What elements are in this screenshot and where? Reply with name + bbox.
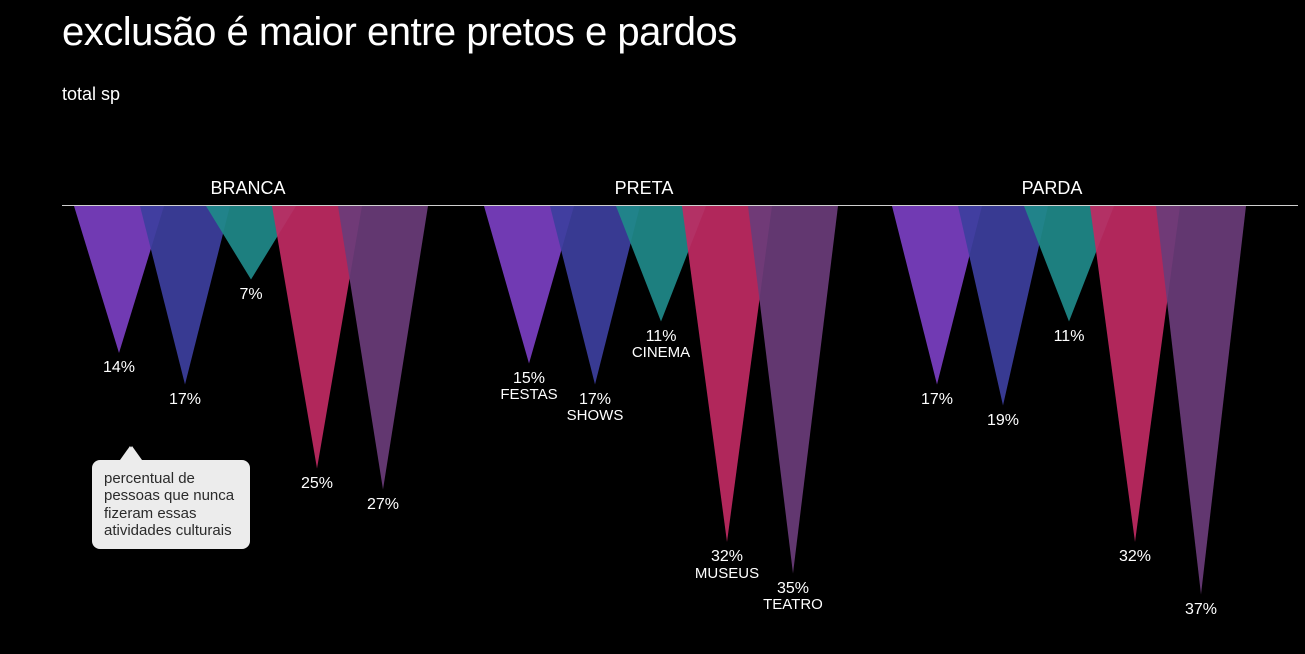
group-label: BRANCA — [210, 178, 285, 199]
value-percent: 19% — [958, 412, 1048, 430]
triangle-teatro — [338, 206, 428, 490]
triangle-teatro — [748, 206, 838, 574]
value-label-teatro: 37% — [1156, 601, 1246, 619]
tooltip-arrow — [120, 446, 140, 460]
chart-subtitle: total sp — [62, 84, 120, 105]
value-label-shows: 19% — [958, 412, 1048, 430]
value-label-teatro: 35%TEATRO — [748, 580, 838, 614]
group-label: PRETA — [615, 178, 674, 199]
value-percent: 37% — [1156, 601, 1246, 619]
value-percent: 17% — [140, 391, 230, 409]
triangle-teatro — [1156, 206, 1246, 595]
category-label: TEATRO — [748, 597, 838, 614]
value-percent: 35% — [748, 580, 838, 598]
value-percent: 27% — [338, 496, 428, 514]
group-label: PARDA — [1022, 178, 1083, 199]
explainer-tooltip: percentual de pessoas que nunca fizeram … — [92, 460, 250, 549]
value-label-shows: 17% — [140, 391, 230, 409]
category-label: SHOWS — [550, 408, 640, 425]
chart-title: exclusão é maior entre pretos e pardos — [62, 10, 737, 55]
value-label-shows: 17%SHOWS — [550, 391, 640, 425]
value-label-teatro: 27% — [338, 496, 428, 514]
tooltip-text: percentual de pessoas que nunca fizeram … — [104, 470, 238, 539]
value-percent: 17% — [550, 391, 640, 409]
